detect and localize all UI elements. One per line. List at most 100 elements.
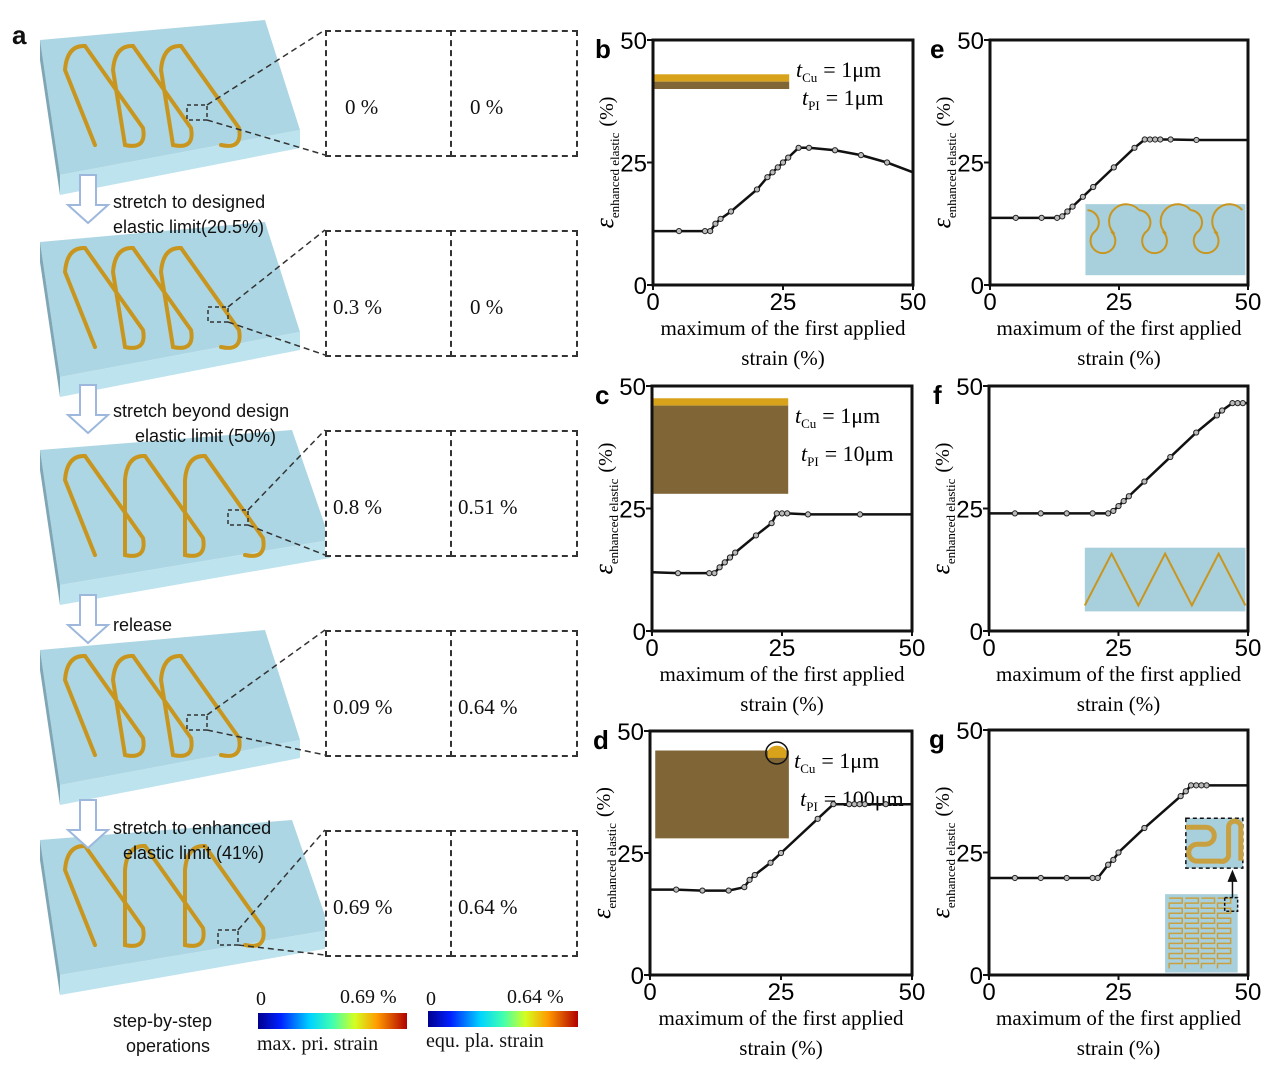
annotation-var: t [802, 85, 809, 110]
x-axis-label-line1: maximum of the first applied [996, 1006, 1241, 1030]
x-tick-label: 25 [769, 635, 796, 662]
zoom-region-marker [227, 509, 249, 526]
x-tick-label: 0 [646, 289, 659, 316]
data-point [699, 887, 706, 894]
substrate-side [40, 650, 60, 805]
series-line [989, 401, 1248, 515]
down-arrow-icon [65, 384, 111, 435]
data-point [711, 570, 718, 577]
panel-a-graphics [40, 20, 578, 1029]
x-axis-label-line2: strain (%) [1077, 346, 1160, 370]
y-axis-symbol: ε [590, 217, 619, 228]
data-point [1110, 164, 1117, 171]
y-axis-symbol: ε [926, 563, 955, 574]
serpentine-detail [1185, 818, 1244, 864]
panel-letter-b: b [595, 34, 611, 64]
data-point [712, 220, 719, 227]
x-tick-label: 25 [1106, 289, 1133, 316]
data-point [1152, 136, 1159, 143]
y-axis-label: εenhanced elastic (%) [587, 787, 619, 919]
polyimide-layer [653, 405, 789, 494]
fractal-trace [1216, 897, 1232, 969]
fem-inset-left-0 [325, 30, 452, 157]
zoom-line [227, 321, 326, 356]
x-tick-label: 0 [983, 289, 996, 316]
data-point [753, 186, 761, 193]
zoom-line [206, 729, 326, 756]
x-tick-label: 50 [899, 979, 926, 1006]
horseshoe-trace [1087, 203, 1244, 255]
data-point [784, 510, 791, 517]
data-point [1105, 510, 1112, 517]
x-axis-label-line2: strain (%) [740, 692, 823, 716]
annotation-sub: PI [808, 98, 820, 113]
fem-value-left-0: 0 % [345, 95, 379, 119]
data-point [1125, 493, 1132, 500]
zoom-region-marker [207, 306, 229, 323]
substrate-front [60, 540, 330, 605]
data-point [778, 510, 786, 517]
data-point [701, 228, 709, 235]
y-tick-label: 0 [633, 619, 646, 646]
data-point [1213, 412, 1221, 419]
annotation-sub: PI [807, 454, 819, 469]
data-point [1011, 510, 1019, 517]
x-axis-label-line1: maximum of the first applied [659, 1006, 904, 1030]
x-tick-label: 50 [1235, 289, 1262, 316]
data-point [1234, 400, 1241, 407]
data-point [717, 215, 724, 222]
y-axis-unit: (%) [932, 443, 954, 473]
zoom-line [237, 944, 326, 956]
step-label-4b: elastic limit (41%) [123, 843, 265, 863]
zigzag-trace [1083, 551, 1247, 608]
y-tick-label: 0 [970, 963, 983, 990]
annotation-sub: Cu [800, 761, 816, 776]
substrate-side [40, 450, 60, 605]
data-point [805, 144, 813, 151]
data-point [1110, 507, 1117, 515]
annotation-var: t [795, 403, 802, 428]
panel-letter-a: a [12, 20, 27, 50]
annotation-value: = 100μm [824, 786, 904, 811]
data-point [1012, 214, 1019, 221]
x-axis-label-line2: strain (%) [1077, 692, 1160, 716]
data-point [1059, 213, 1066, 220]
x-tick-label: 25 [1105, 635, 1132, 662]
y-tick-label: 0 [634, 273, 647, 300]
y-tick-label: 0 [631, 963, 644, 990]
substrate-device-2 [40, 430, 330, 605]
x-axis-label-line1: maximum of the first applied [660, 662, 905, 686]
annotation-t-cu: tCu = 1μm [795, 403, 880, 431]
panel-letter-g: g [929, 724, 945, 754]
step-label-1a: stretch to designed [113, 192, 266, 212]
y-axis-subscript: enhanced elastic [944, 132, 959, 218]
data-point [830, 801, 837, 808]
footer-label-1: step-by-step [113, 1011, 213, 1031]
colorbar-2-max: 0.64 % [507, 986, 564, 1008]
annotation-var: t [801, 441, 808, 466]
y-axis-unit: (%) [596, 97, 618, 127]
y-tick-label: 50 [619, 374, 646, 401]
y-tick-label: 25 [957, 151, 984, 178]
data-point [831, 147, 839, 154]
y-tick-label: 50 [956, 718, 983, 745]
fem-inset-left-2 [325, 430, 452, 557]
copper-layer [653, 398, 789, 406]
data-point [1167, 136, 1174, 143]
fem-value-left-2: 0.8 % [333, 495, 382, 519]
x-axis-label-line2: strain (%) [739, 1036, 822, 1060]
serpentine-trace [62, 453, 266, 558]
y-tick-label: 50 [956, 374, 983, 401]
data-point [1079, 193, 1086, 200]
x-axis-label-line2: strain (%) [741, 346, 824, 370]
data-point [769, 169, 776, 176]
fem-inset-right-1 [450, 230, 578, 357]
data-point [1115, 849, 1122, 856]
x-tick-label: 0 [982, 979, 995, 1006]
data-point [716, 564, 723, 571]
data-point [777, 849, 785, 857]
data-point [741, 884, 748, 891]
data-point [1239, 400, 1246, 407]
substrate-device-1 [40, 222, 300, 397]
